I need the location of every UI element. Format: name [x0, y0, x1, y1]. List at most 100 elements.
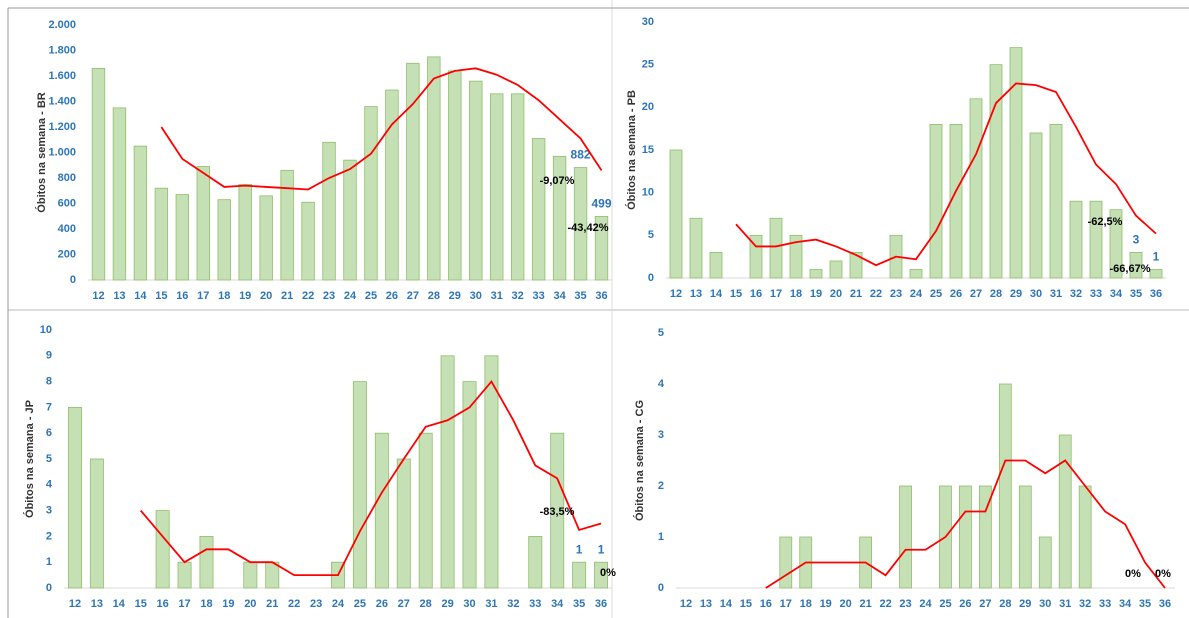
- y-tick-label: 0: [658, 582, 664, 594]
- y-axis-label: Óbitos na semana - CG: [633, 400, 646, 521]
- bar: [469, 80, 483, 281]
- x-tick-label: 14: [710, 288, 723, 300]
- x-tick-label: 32: [512, 290, 524, 302]
- x-tick-label: 30: [1039, 598, 1051, 610]
- annotation: -43,42%: [568, 222, 609, 234]
- x-tick-label: 21: [281, 290, 293, 302]
- bar: [462, 381, 477, 589]
- bar: [322, 141, 336, 281]
- y-tick-label: 1.800: [48, 44, 76, 56]
- y-tick-label: 5: [46, 453, 52, 465]
- bar: [789, 234, 803, 279]
- trend-line: [160, 67, 603, 191]
- x-tick-label: 18: [790, 288, 802, 300]
- x-tick-label: 24: [332, 598, 345, 610]
- x-tick-label: 24: [919, 598, 932, 610]
- bar: [849, 251, 863, 279]
- x-tick-label: 22: [288, 598, 300, 610]
- bar: [196, 166, 210, 281]
- data-label: 1: [1153, 250, 1160, 264]
- bar: [989, 64, 1003, 279]
- bar: [243, 561, 258, 589]
- x-tick-label: 29: [449, 290, 461, 302]
- bar: [155, 510, 170, 589]
- x-tick-label: 36: [595, 290, 607, 302]
- y-tick-label: 2.000: [48, 19, 76, 31]
- bar: [1069, 200, 1083, 279]
- annotation: 0%: [600, 567, 616, 579]
- bar: [769, 217, 783, 279]
- x-tick-label: 28: [999, 598, 1011, 610]
- x-tick-label: 36: [1150, 288, 1162, 300]
- x-tick-label: 14: [134, 290, 147, 302]
- x-tick-label: 30: [470, 290, 482, 302]
- y-tick-label: 0: [648, 272, 654, 284]
- x-tick-label: 30: [1030, 288, 1042, 300]
- data-label: 882: [571, 148, 591, 162]
- x-tick-label: 27: [970, 288, 982, 300]
- x-tick-label: 35: [574, 290, 586, 302]
- x-tick-label: 20: [244, 598, 256, 610]
- bar: [301, 201, 315, 281]
- annotation: -62,5%: [1088, 216, 1123, 228]
- x-tick-label: 27: [398, 598, 410, 610]
- x-tick-label: 33: [1099, 598, 1111, 610]
- annotation: 0%: [1125, 568, 1141, 580]
- y-tick-label: 8: [46, 376, 52, 388]
- x-tick-label: 25: [365, 290, 377, 302]
- x-tick-label: 20: [260, 290, 272, 302]
- x-tick-label: 29: [1010, 288, 1022, 300]
- bar: [490, 93, 504, 281]
- y-tick-label: 1.000: [48, 146, 76, 158]
- x-tick-label: 23: [323, 290, 335, 302]
- y-tick-label: 2: [658, 480, 664, 492]
- x-tick-label: 14: [113, 598, 126, 610]
- x-tick-label: 13: [113, 290, 125, 302]
- y-tick-label: 7: [46, 401, 52, 413]
- y-tick-label: 10: [642, 187, 654, 199]
- y-axis-label: Óbitos na semana - JP: [23, 400, 36, 518]
- data-label: 1: [576, 542, 583, 556]
- x-tick-label: 12: [92, 290, 104, 302]
- bar: [669, 149, 683, 279]
- bar: [352, 381, 367, 589]
- x-tick-label: 19: [239, 290, 251, 302]
- x-tick-label: 22: [870, 288, 882, 300]
- x-tick-label: 34: [551, 598, 564, 610]
- x-tick-label: 28: [990, 288, 1002, 300]
- data-label: 1: [598, 542, 605, 556]
- x-tick-label: 32: [1070, 288, 1082, 300]
- bar: [552, 155, 567, 281]
- x-tick-label: 31: [1050, 288, 1062, 300]
- y-tick-label: 400: [58, 223, 76, 235]
- bar: [594, 561, 609, 589]
- bar: [510, 93, 525, 281]
- y-axis-label: Óbitos na semana - BR: [35, 92, 48, 212]
- x-tick-label: 12: [680, 598, 692, 610]
- y-tick-label: 3: [658, 429, 664, 441]
- bar: [1149, 269, 1163, 279]
- y-tick-label: 20: [642, 101, 654, 113]
- y-tick-label: 3: [46, 505, 52, 517]
- bar: [1049, 124, 1063, 279]
- x-tick-label: 26: [376, 598, 388, 610]
- x-tick-label: 36: [595, 598, 607, 610]
- bar: [572, 561, 587, 589]
- x-tick-label: 30: [463, 598, 475, 610]
- x-tick-label: 16: [157, 598, 169, 610]
- y-tick-label: 1: [46, 556, 52, 568]
- x-tick-label: 20: [840, 598, 852, 610]
- x-tick-label: 29: [441, 598, 453, 610]
- y-tick-label: 1.400: [48, 95, 76, 107]
- bar: [175, 194, 190, 281]
- x-tick-label: 32: [507, 598, 519, 610]
- annotation: 0%: [1155, 568, 1171, 580]
- x-tick-label: 19: [222, 598, 234, 610]
- bar: [909, 269, 923, 279]
- x-tick-label: 31: [1059, 598, 1071, 610]
- bar: [154, 187, 169, 281]
- y-tick-label: 200: [58, 248, 76, 260]
- bar: [396, 458, 411, 589]
- bar: [809, 269, 823, 279]
- x-tick-label: 33: [529, 598, 541, 610]
